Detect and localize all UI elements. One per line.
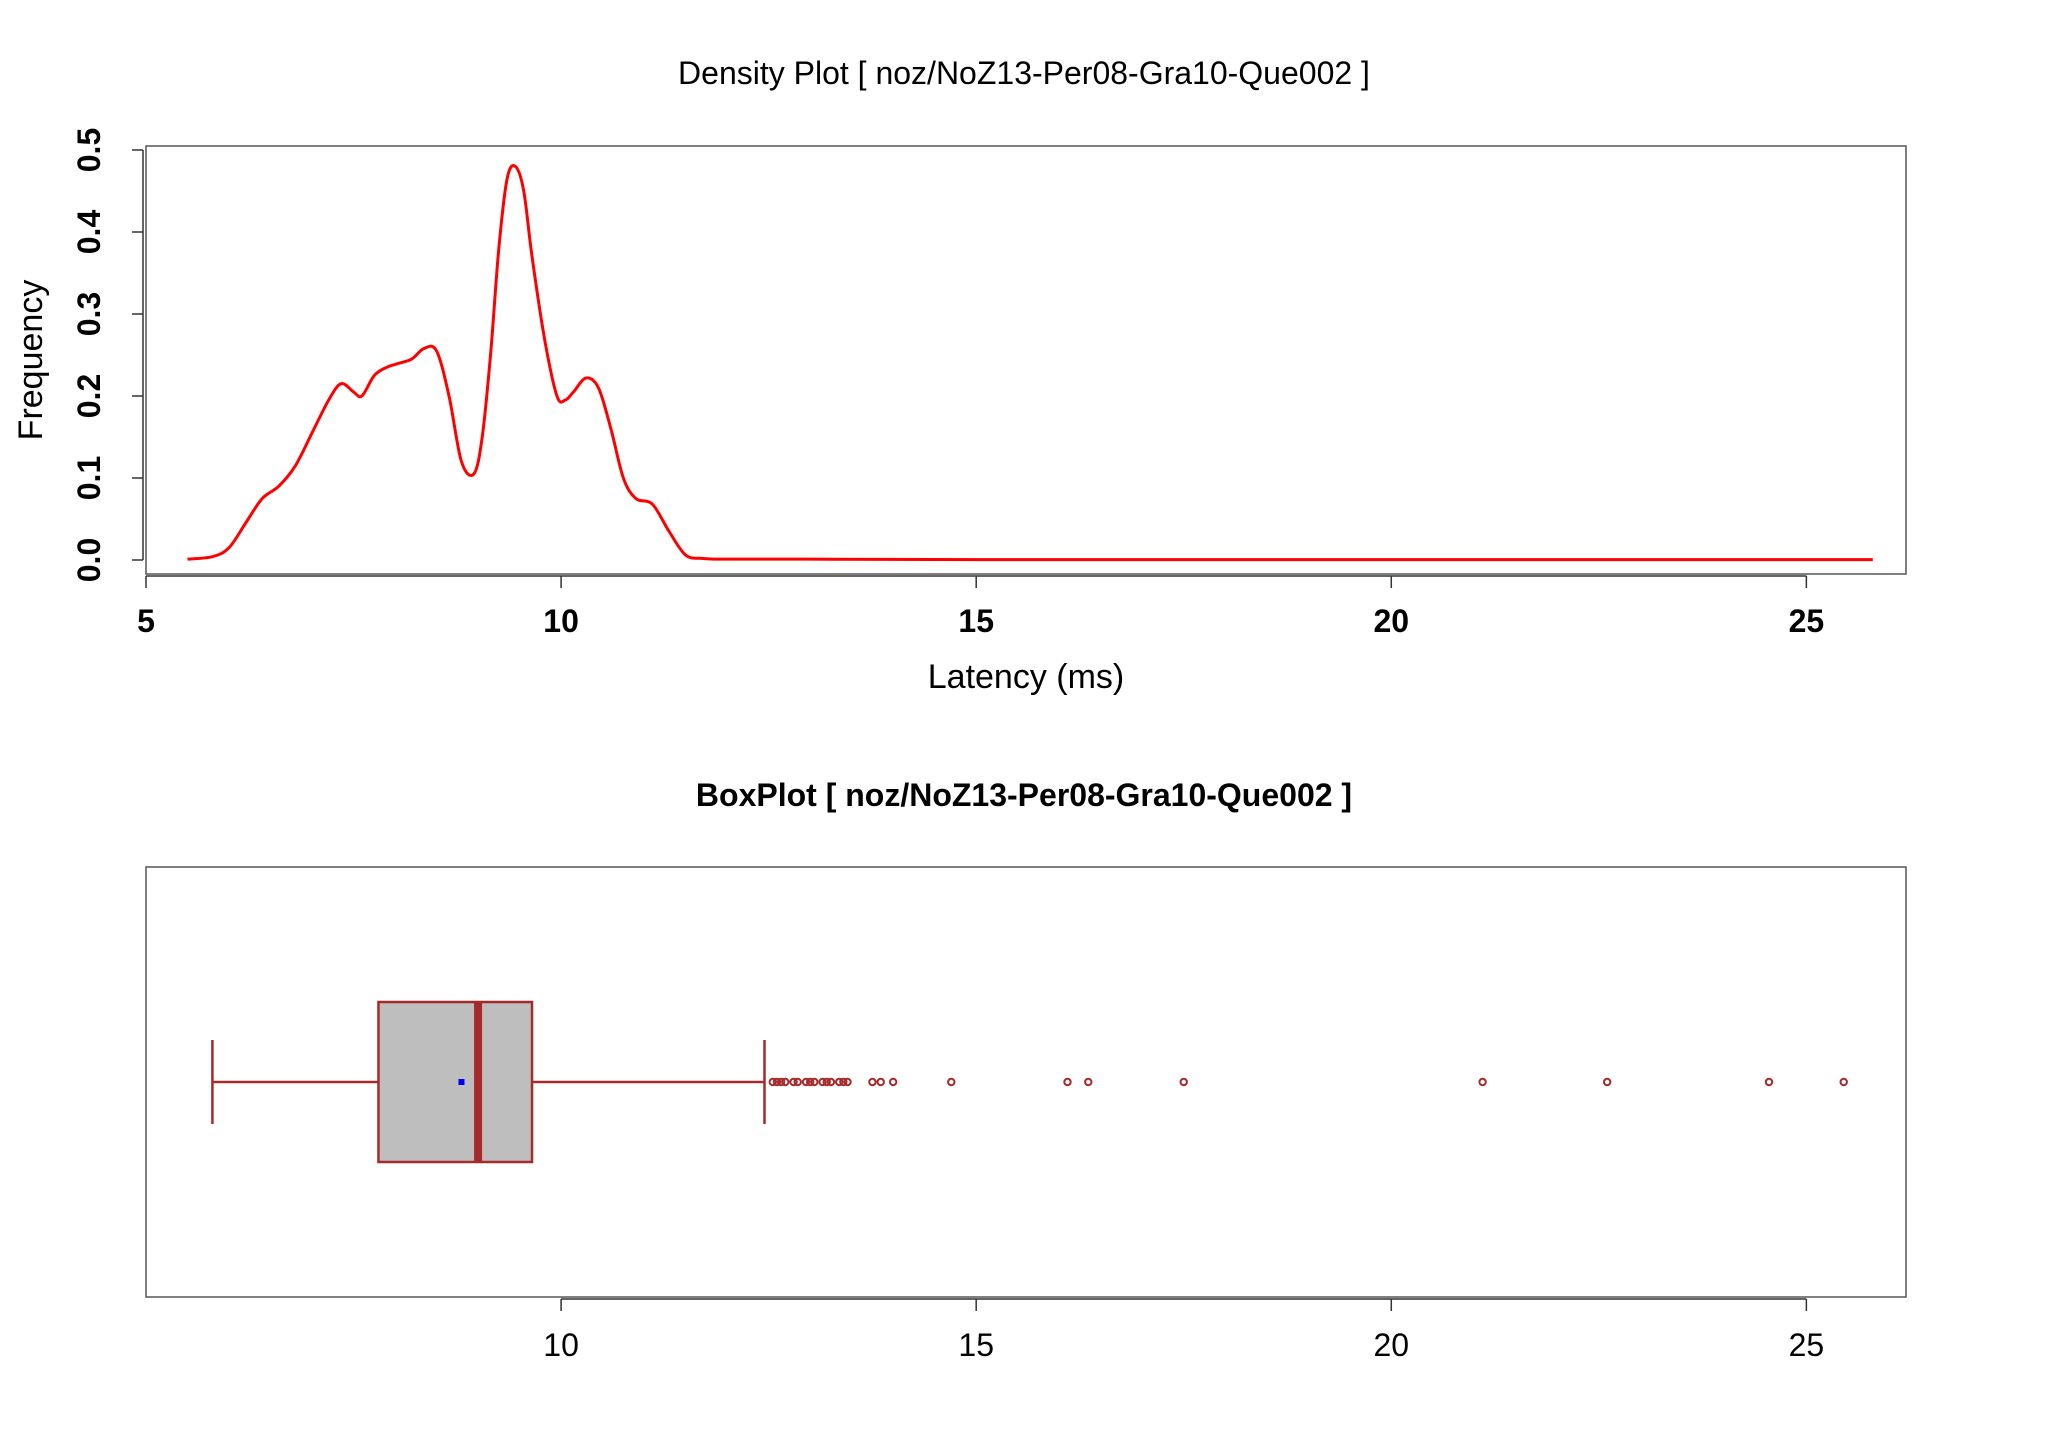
box-x-tick-label: 20	[1373, 1327, 1409, 1363]
outlier-point	[868, 1077, 877, 1087]
outlier-point	[805, 1077, 815, 1087]
outlier-point	[818, 1077, 827, 1087]
outlier-point	[843, 1077, 852, 1087]
interquartile-box	[377, 1000, 534, 1164]
outlier-point	[801, 1077, 811, 1087]
density-x-tick-label: 20	[1373, 603, 1409, 639]
box-x-tick-label: 25	[1789, 1327, 1825, 1363]
density-x-tick-label: 25	[1789, 603, 1825, 639]
outlier-point	[822, 1077, 831, 1087]
outlier-point	[1764, 1077, 1774, 1087]
outlier-point	[1839, 1077, 1848, 1087]
outlier-point	[1063, 1077, 1072, 1087]
box-plot-title: BoxPlot [ noz/NoZ13-Per08-Gra10-Que002 ]	[696, 777, 1352, 813]
box-plot-frame	[145, 866, 1907, 1298]
outlier-point	[1084, 1077, 1093, 1087]
outlier-point	[789, 1077, 798, 1087]
outlier-point	[776, 1077, 786, 1087]
outlier-point	[835, 1077, 844, 1087]
density-y-tick-label: 0.3	[71, 292, 107, 336]
box-elements	[211, 1000, 1848, 1164]
box-x-tick-label: 15	[958, 1327, 994, 1363]
density-plot-title: Density Plot [ noz/NoZ13-Per08-Gra10-Que…	[678, 55, 1370, 91]
density-x-axis: 5 10 15 20 25	[137, 575, 1825, 639]
outlier-point	[772, 1077, 782, 1087]
density-y-tick-label: 0.2	[71, 374, 107, 418]
box-x-tick-label: 10	[543, 1327, 579, 1363]
density-y-axis-label: Frequency	[12, 280, 50, 441]
box-x-axis: 10 15 20 25	[543, 1298, 1825, 1363]
outlier-point	[810, 1077, 819, 1087]
density-plot-frame	[145, 145, 1907, 575]
outlier-point	[1478, 1077, 1487, 1087]
outlier-point	[768, 1077, 777, 1087]
density-y-tick-label: 0.0	[71, 538, 107, 582]
outlier-point	[793, 1077, 802, 1087]
outlier-point	[876, 1077, 885, 1087]
outlier-point	[839, 1077, 848, 1087]
outlier-point	[1602, 1077, 1612, 1087]
density-y-tick-label: 0.1	[71, 456, 107, 500]
density-y-axis: 0.0 0.1 0.2 0.3 0.4 0.5	[71, 128, 144, 582]
density-y-tick-label: 0.5	[71, 128, 107, 172]
density-y-tick-label: 0.4	[71, 210, 107, 255]
mean-marker	[458, 1079, 465, 1085]
outlier-point	[1179, 1077, 1188, 1087]
outlier-point	[947, 1077, 956, 1087]
density-x-tick-label: 15	[958, 603, 994, 639]
box-plot: BoxPlot [ noz/NoZ13-Per08-Gra10-Que002 ]…	[145, 777, 1907, 1363]
outlier-point	[888, 1077, 898, 1087]
density-x-tick-label: 10	[543, 603, 579, 639]
density-plot: Density Plot [ noz/NoZ13-Per08-Gra10-Que…	[12, 55, 1907, 696]
outlier-point	[781, 1077, 790, 1087]
density-x-axis-label: Latency (ms)	[928, 658, 1125, 696]
outlier-point	[826, 1077, 836, 1087]
density-x-tick-label: 5	[137, 603, 155, 639]
density-series-line	[187, 164, 1873, 562]
